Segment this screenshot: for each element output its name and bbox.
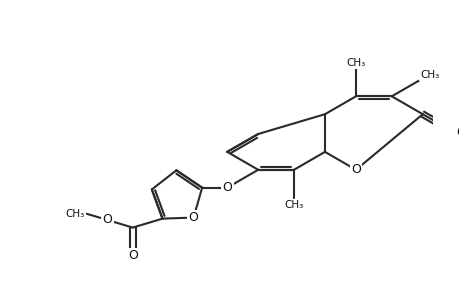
Text: CH₃: CH₃ (284, 200, 303, 210)
Text: O: O (222, 181, 232, 194)
Text: CH₃: CH₃ (420, 70, 439, 80)
Text: O: O (350, 163, 360, 176)
Text: O: O (188, 211, 198, 224)
Text: O: O (128, 249, 137, 262)
Text: O: O (102, 214, 112, 226)
Text: CH₃: CH₃ (346, 58, 365, 68)
Text: O: O (455, 126, 459, 139)
Text: CH₃: CH₃ (66, 209, 85, 219)
